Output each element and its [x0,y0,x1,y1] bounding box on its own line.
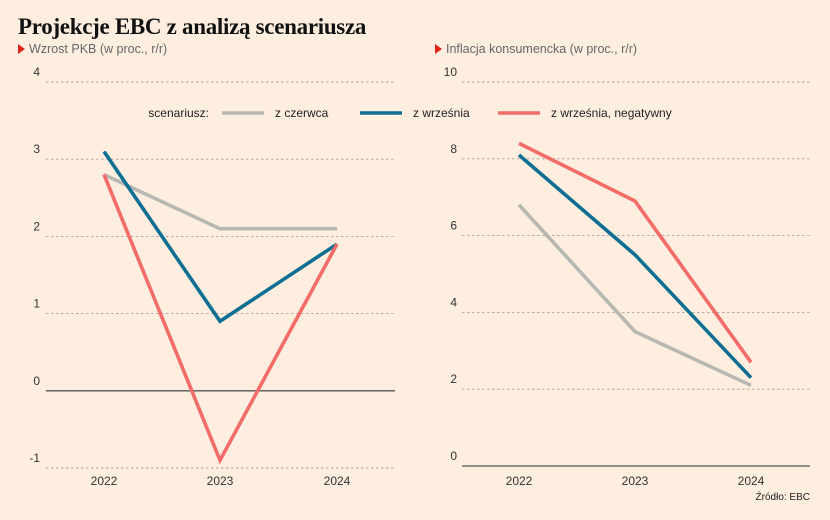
legend-item-label: z września, negatywny [551,106,672,120]
series-line [517,153,753,379]
triangle-marker-icon [435,44,442,54]
left-subtitle-text: Wzrost PKB (w proc., r/r) [29,42,168,56]
y-tick-label: 6 [450,219,457,233]
y-tick-label: 4 [450,295,457,309]
gdp-growth-chart: -1 0 1 2 3 4 2022 2023 2024 [29,65,395,488]
legend: scenariusz: z czerwca z września z września… [148,106,671,120]
legend-label: scenariusz: [148,106,209,120]
series-line [102,150,338,324]
x-tick-label: 2024 [324,474,351,488]
x-tick-label: 2022 [506,474,533,488]
series-line [103,172,337,231]
legend-item-label: z września [413,106,470,120]
y-tick-label: 8 [450,142,457,156]
series-line [102,173,339,465]
source-note: Źródło: EBC [755,492,810,503]
x-tick-label: 2023 [207,474,234,488]
right-subtitle: Inflacja konsumencka (w proc., r/r) [435,42,637,56]
y-tick-label: 0 [33,374,40,388]
series-line [518,141,753,364]
series-line [517,203,752,388]
legend-item-label: z czerwca [275,106,329,120]
y-tick-label: 2 [33,219,40,233]
triangle-marker-icon [18,44,25,54]
y-tick-label: 10 [444,65,458,79]
y-tick-label: -1 [29,451,40,465]
y-tick-label: 4 [33,65,40,79]
y-tick-label: 3 [33,142,40,156]
chart-title: Projekcje EBC z analizą scenariusza [18,14,367,39]
right-subtitle-text: Inflacja konsumencka (w proc., r/r) [446,42,638,56]
x-tick-label: 2023 [622,474,649,488]
y-tick-label: 0 [450,449,457,463]
y-tick-label: 2 [450,372,457,386]
y-tick-label: 1 [33,297,40,311]
x-tick-label: 2022 [91,474,118,488]
inflation-chart: 0 2 4 6 8 10 2022 2023 2024 [444,65,810,488]
x-tick-label: 2024 [738,474,765,488]
left-subtitle: Wzrost PKB (w proc., r/r) [18,42,167,56]
